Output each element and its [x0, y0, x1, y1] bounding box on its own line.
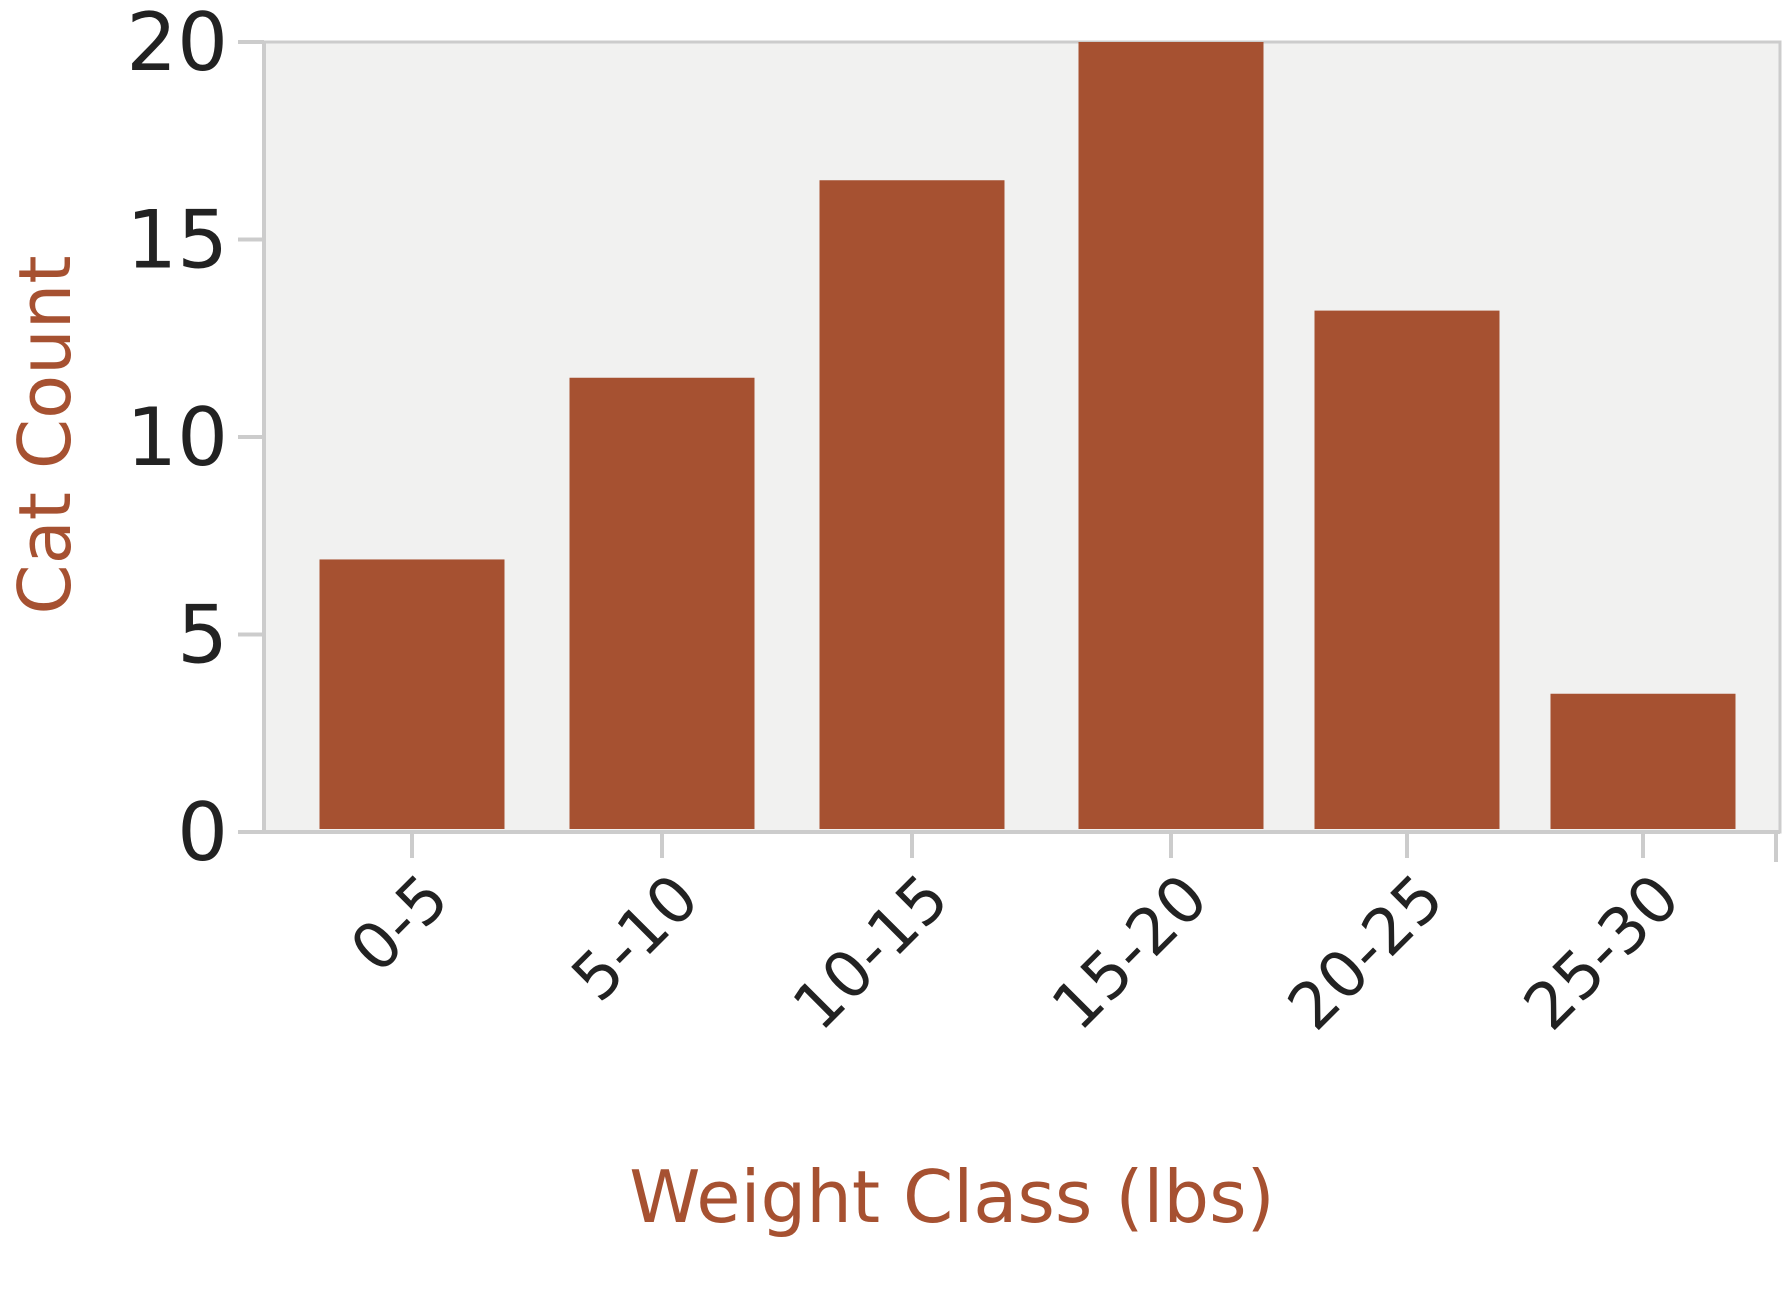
y-tick-label: 5	[177, 589, 228, 682]
x-axis-title: Weight Class (lbs)	[629, 1155, 1274, 1239]
bars	[319, 42, 1736, 830]
y-tick-label: 0	[177, 786, 228, 879]
axis-lines	[262, 42, 1780, 834]
bar-10-15	[819, 180, 1005, 829]
x-tick-label: 10-15	[779, 861, 963, 1045]
x-axis-ticks: 0-5 5-10 10-15 15-20 20-25 25-30	[337, 832, 1778, 1045]
y-tick-label: 10	[126, 391, 228, 484]
bar-0-5	[319, 559, 505, 829]
x-tick-label: 0-5	[337, 861, 463, 987]
x-tick-label: 25-30	[1510, 861, 1694, 1045]
x-tick-label: 20-25	[1274, 861, 1458, 1045]
y-axis-ticks: 0 5 10 15 20	[126, 0, 264, 879]
y-axis-title: Cat Count	[3, 255, 87, 614]
bar-20-25	[1314, 310, 1500, 830]
bar-15-20	[1078, 42, 1264, 829]
y-tick-label: 20	[126, 0, 228, 89]
y-tick-label: 15	[126, 194, 228, 287]
plot-area	[262, 40, 1782, 834]
x-tick-label: 15-20	[1038, 861, 1222, 1045]
bar-5-10	[569, 377, 755, 829]
bar-25-30	[1550, 693, 1736, 829]
x-tick-label: 5-10	[558, 861, 713, 1016]
